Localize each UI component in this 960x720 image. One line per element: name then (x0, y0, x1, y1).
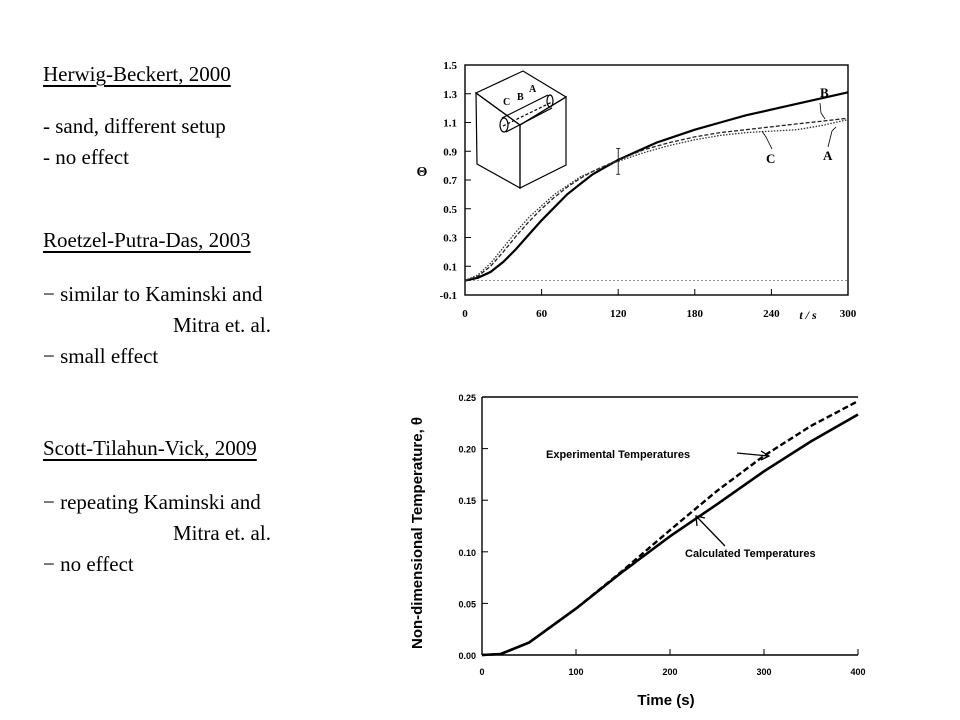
y-tick-label: 0.7 (443, 175, 457, 187)
ref-bullet: − similar to Kaminski and (43, 282, 263, 306)
ref-bullet: − repeating Kaminski and (43, 490, 261, 514)
y-tick-label: 0.20 (458, 445, 476, 455)
series-line-b (464, 91, 849, 282)
ref-title: Scott-Tilahun-Vick, 2009 (43, 436, 257, 460)
ref-bullet: - sand, different setup (43, 114, 226, 138)
x-tick-label: 300 (840, 308, 857, 320)
y-tick-label: 1.1 (443, 118, 457, 130)
x-tick-label: 100 (568, 667, 583, 677)
x-tick-label: 240 (763, 308, 780, 320)
cube-inset (474, 70, 568, 190)
annotation-leaders (761, 102, 837, 150)
y-axis-label: Non-dimensional Temperature, θ (409, 417, 426, 649)
y-tick-label: 0.5 (443, 204, 457, 216)
ref-bullet: − small effect (43, 344, 159, 368)
y-tick-label: -0.1 (440, 290, 457, 302)
x-axis-label: t / s (799, 308, 817, 322)
y-tick-label: 1.3 (443, 89, 457, 101)
y-tick-label: 1.5 (443, 60, 457, 72)
y-tick-label: 0.1 (443, 261, 457, 273)
y-tick-label: 0.00 (458, 651, 476, 661)
ref-bullet: Mitra et. al. (173, 313, 271, 337)
series-line-c (464, 118, 849, 282)
x-tick-label: 0 (479, 667, 484, 677)
ref-herwig: Herwig-Beckert, 2000 - sand, different s… (43, 62, 231, 173)
x-tick-label: 400 (850, 667, 865, 677)
chart-nondim-temperature: 0.25 0.20 0.15 0.10 0.05 0.000 100 200 300 400 No… (409, 393, 866, 709)
y-tick-label: 0.9 (443, 146, 457, 158)
inset-label-c: C (503, 97, 510, 108)
series-label-experimental: Experimental Temperatures (546, 449, 690, 461)
series-line-experimental (481, 400, 859, 657)
ref-scott: Scott-Tilahun-Vick, 2009 − repeating Kam… (43, 436, 271, 580)
ref-title: Herwig-Beckert, 2000 (43, 62, 231, 86)
annotation-a: A (823, 148, 833, 163)
y-axis-label: Θ (417, 165, 428, 180)
chart-theta-vs-time: 1.5 1.3 1.1 0.9 0.7 0.5 0.3 0.1 -0.1 0 60 120 180 240… (417, 60, 857, 322)
ref-roetzel: Roetzel-Putra-Das, 2003 − similar to Kam… (43, 228, 271, 372)
x-tick-label: 300 (756, 667, 771, 677)
x-tick-label: 60 (536, 308, 548, 320)
x-tick-label: 200 (662, 667, 677, 677)
x-tick-label: 120 (610, 308, 627, 320)
inset-label-b: B (517, 92, 524, 103)
y-tick-label: 0.05 (458, 599, 476, 609)
inset-label-a: A (529, 84, 537, 95)
x-tick-label: 0 (462, 308, 468, 320)
ref-bullet: - no effect (43, 145, 129, 169)
series-label-calculated: Calculated Temperatures (685, 548, 816, 560)
y-tick-label: 0.15 (458, 496, 476, 506)
x-tick-label: 180 (687, 308, 704, 320)
series-label-arrows (695, 450, 771, 547)
y-tick-label: 0.10 (458, 548, 476, 558)
x-axis-label: Time (s) (637, 692, 694, 709)
annotation-c: C (766, 151, 775, 166)
ref-bullet: − no effect (43, 552, 134, 576)
y-tick-label: 0.3 (443, 233, 457, 245)
annotation-b: B (820, 85, 829, 100)
series-line-calculated (481, 413, 859, 657)
ref-title: Roetzel-Putra-Das, 2003 (43, 228, 251, 252)
ref-bullet: Mitra et. al. (173, 521, 271, 545)
y-tick-label: 0.25 (458, 393, 476, 403)
